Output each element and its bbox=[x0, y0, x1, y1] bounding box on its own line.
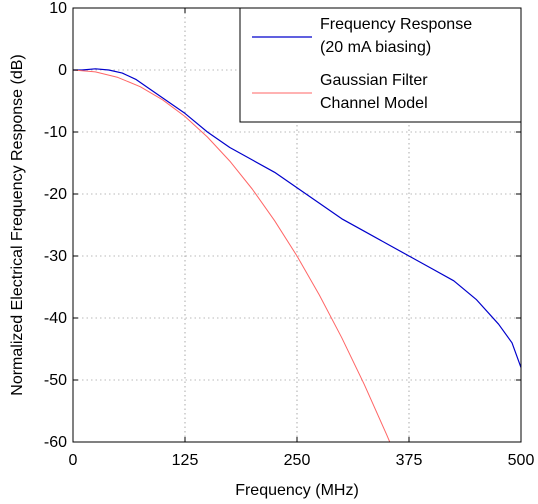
y-tick-label: 10 bbox=[49, 0, 67, 17]
legend-box bbox=[239, 7, 522, 123]
legend-label-gaussian-filter-line2: Channel Model bbox=[320, 95, 428, 112]
y-tick-label: -10 bbox=[44, 124, 67, 141]
legend: Frequency Response (20 mA biasing) Gauss… bbox=[239, 7, 522, 123]
x-tick-label: 500 bbox=[508, 452, 535, 469]
x-tick-label: 0 bbox=[69, 452, 78, 469]
x-tick-label: 125 bbox=[172, 452, 199, 469]
y-tick-label: -30 bbox=[44, 248, 67, 265]
series-frequency-response bbox=[73, 68, 521, 368]
y-tick-label: -40 bbox=[44, 310, 67, 327]
y-tick-label: 0 bbox=[58, 62, 67, 79]
y-tick-label: -20 bbox=[44, 186, 67, 203]
y-tick-label: -50 bbox=[44, 372, 67, 389]
x-tick-label: 250 bbox=[284, 452, 311, 469]
series-layer bbox=[73, 68, 521, 442]
x-axis-title: Frequency (MHz) bbox=[235, 482, 359, 499]
legend-label-frequency-response-line2: (20 mA biasing) bbox=[320, 39, 431, 56]
y-axis-title: Normalized Electrical Frequency Response… bbox=[9, 54, 26, 395]
legend-label-gaussian-filter-line1: Gaussian Filter bbox=[320, 72, 428, 89]
series-gaussian-filter bbox=[73, 69, 391, 442]
y-tick-label: -60 bbox=[44, 434, 67, 451]
legend-label-frequency-response-line1: Frequency Response bbox=[320, 16, 472, 33]
y-tick-labels: 10 0 -10 -20 -30 -40 -50 -60 bbox=[44, 0, 67, 451]
x-tick-labels: 0 125 250 375 500 bbox=[69, 452, 535, 469]
x-tick-label: 375 bbox=[396, 452, 423, 469]
